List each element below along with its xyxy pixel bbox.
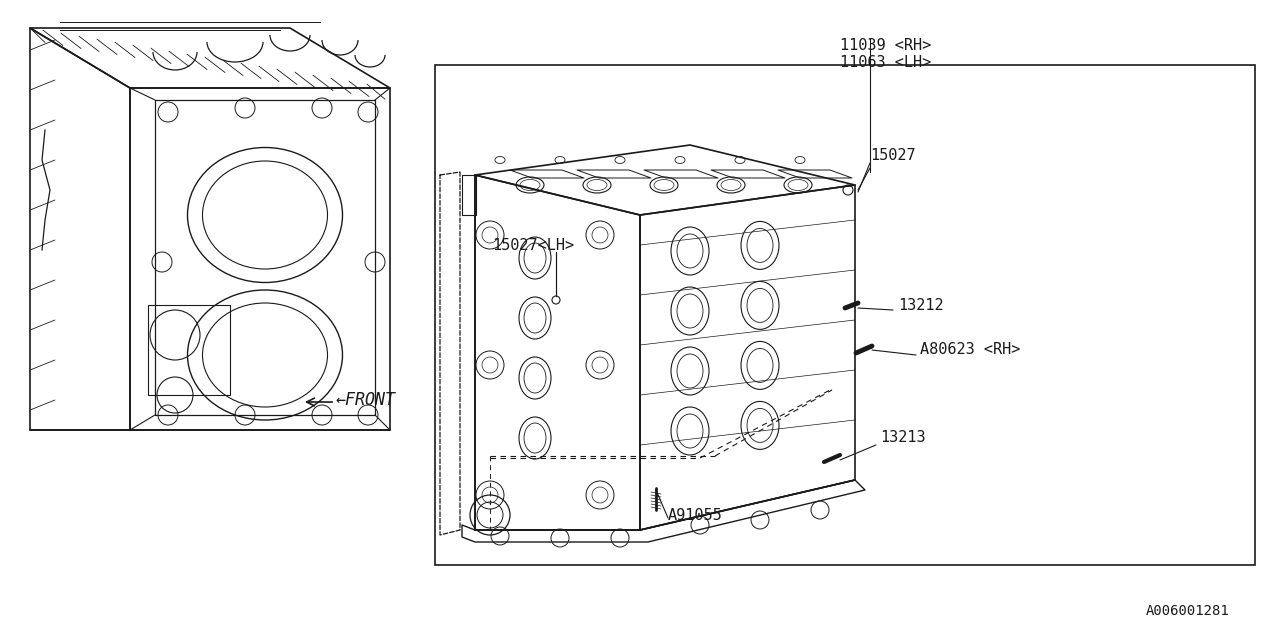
Text: A91055: A91055 (668, 508, 723, 523)
Text: ←FRONT: ←FRONT (335, 391, 396, 409)
Text: A80623 <RH>: A80623 <RH> (920, 342, 1020, 357)
Bar (435, 65, 1254, 565)
Text: 15027<LH>: 15027<LH> (492, 238, 575, 253)
Text: 11039 <RH>
11063 <LH>: 11039 <RH> 11063 <LH> (840, 38, 932, 70)
Text: 15027: 15027 (870, 148, 915, 163)
Text: 13213: 13213 (881, 430, 925, 445)
Bar (148, 305, 230, 395)
Text: 13212: 13212 (899, 298, 943, 313)
Text: A006001281: A006001281 (1147, 604, 1230, 618)
